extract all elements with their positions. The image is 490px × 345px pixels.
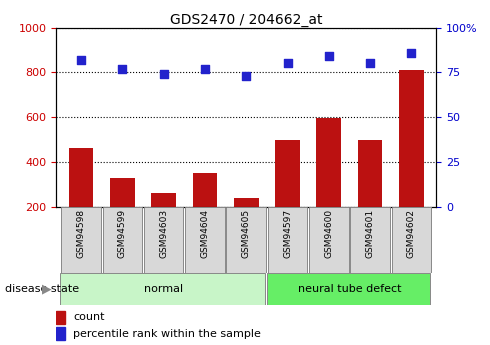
Bar <box>226 207 266 273</box>
Text: percentile rank within the sample: percentile rank within the sample <box>74 329 261 339</box>
Bar <box>193 173 218 207</box>
Text: GSM94598: GSM94598 <box>76 209 86 258</box>
Point <box>366 61 374 66</box>
Bar <box>267 273 430 305</box>
Point <box>119 66 126 72</box>
Bar <box>60 273 265 305</box>
Point <box>284 61 292 66</box>
Bar <box>185 207 225 273</box>
Bar <box>268 207 307 273</box>
Bar <box>151 193 176 207</box>
Bar <box>56 327 66 340</box>
Point <box>201 66 209 72</box>
Bar <box>399 70 424 207</box>
Point <box>243 73 250 79</box>
Text: GSM94601: GSM94601 <box>366 209 374 258</box>
Bar <box>102 207 142 273</box>
Title: GDS2470 / 204662_at: GDS2470 / 204662_at <box>170 12 322 27</box>
Bar <box>350 207 390 273</box>
Point <box>407 50 415 56</box>
Point <box>160 71 168 77</box>
Text: count: count <box>74 312 105 322</box>
Text: ▶: ▶ <box>42 282 51 295</box>
Bar <box>61 207 101 273</box>
Text: neural tube defect: neural tube defect <box>297 284 401 294</box>
Bar <box>69 148 94 207</box>
Text: disease state: disease state <box>5 284 79 294</box>
Bar <box>392 207 431 273</box>
Text: GSM94597: GSM94597 <box>283 209 292 258</box>
Text: GSM94600: GSM94600 <box>324 209 333 258</box>
Bar <box>358 140 382 207</box>
Text: GSM94604: GSM94604 <box>200 209 209 258</box>
Bar <box>144 207 183 273</box>
Text: GSM94603: GSM94603 <box>159 209 168 258</box>
Text: GSM94605: GSM94605 <box>242 209 251 258</box>
Bar <box>110 178 135 207</box>
Text: GSM94602: GSM94602 <box>407 209 416 258</box>
Bar <box>234 198 259 207</box>
Text: GSM94599: GSM94599 <box>118 209 127 258</box>
Text: normal: normal <box>144 284 183 294</box>
Bar <box>317 118 341 207</box>
Bar <box>309 207 348 273</box>
Point <box>325 53 333 59</box>
Bar <box>275 140 300 207</box>
Point <box>77 57 85 63</box>
Bar <box>56 311 66 324</box>
